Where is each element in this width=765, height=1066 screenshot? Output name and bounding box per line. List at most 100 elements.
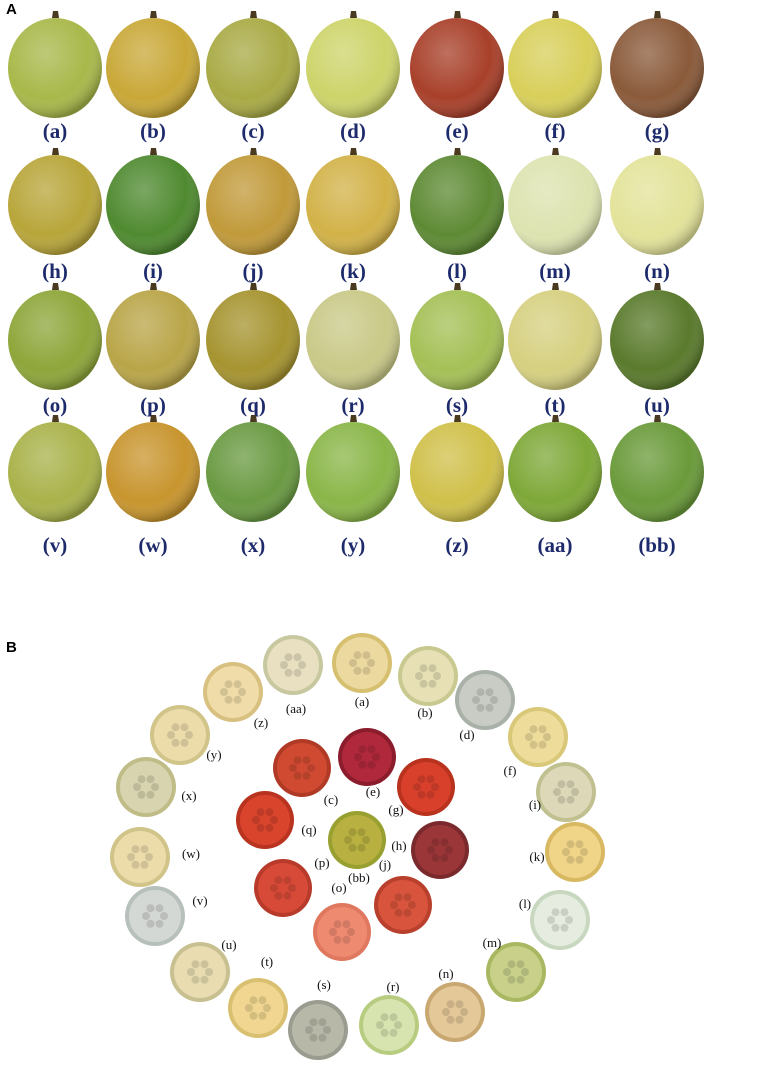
fruit-stem	[654, 415, 661, 422]
slice-label: (k)	[529, 849, 544, 864]
slice-seed	[131, 860, 140, 869]
fruit-shade	[206, 422, 300, 522]
slice-seed	[357, 828, 366, 837]
slice-flesh	[336, 637, 388, 689]
slice-seed	[551, 923, 560, 932]
fruit-label: (d)	[340, 119, 366, 143]
slice-label: (o)	[331, 880, 346, 895]
slice-seed	[238, 688, 246, 696]
slice-seed	[376, 1021, 384, 1029]
slice-seed	[476, 688, 485, 697]
slice-seed	[200, 975, 209, 984]
fruit-shade	[306, 422, 400, 522]
slice-seed	[137, 790, 146, 799]
fruit-label: (aa)	[538, 533, 573, 557]
slice	[150, 705, 210, 765]
fruit-shade	[508, 18, 602, 118]
slice-label: (y)	[206, 747, 221, 762]
slice-seed	[146, 775, 155, 784]
slice-seed	[417, 790, 426, 799]
fruit-shade	[410, 290, 504, 390]
fruit	[508, 148, 602, 255]
slice-seed	[431, 853, 440, 862]
slice-flesh	[402, 650, 454, 702]
fruit	[106, 148, 200, 255]
slice-seed	[224, 680, 233, 689]
fruit	[410, 11, 504, 118]
slice-seed	[354, 753, 362, 761]
fruit	[508, 415, 602, 522]
slice-seed	[270, 816, 278, 824]
slice-seed	[394, 893, 403, 902]
slice-flesh	[129, 890, 181, 942]
fruit	[8, 148, 102, 255]
slice-seed	[413, 783, 421, 791]
slice-flesh	[120, 761, 172, 813]
fruit-shade	[508, 155, 602, 255]
slice-label: (l)	[519, 896, 531, 911]
fruit-stem	[654, 11, 661, 18]
slice-seed	[151, 783, 159, 791]
slice-label: (w)	[182, 846, 200, 861]
fruit	[206, 148, 300, 255]
fruit-stem	[250, 148, 257, 155]
slice-seed	[529, 740, 538, 749]
fruit-label: (l)	[447, 259, 467, 283]
slice-seed	[224, 695, 233, 704]
slice-seed	[263, 1004, 271, 1012]
slice-seed	[503, 968, 511, 976]
slice-seed	[318, 1033, 327, 1042]
slice-seed	[394, 1021, 402, 1029]
fruit-shade	[610, 422, 704, 522]
slice-label: (p)	[314, 855, 329, 870]
slice-flesh	[540, 766, 592, 818]
slice-seed	[127, 853, 135, 861]
slice	[203, 662, 263, 722]
fruit	[8, 283, 102, 390]
slice-seed	[256, 823, 265, 832]
slice-seed	[389, 1028, 398, 1037]
slice	[530, 890, 590, 950]
fruit-shade	[106, 422, 200, 522]
fruit	[106, 11, 200, 118]
slice	[170, 942, 230, 1002]
slice-flesh	[232, 982, 284, 1034]
slice-seed	[249, 996, 258, 1005]
slice-seed	[571, 788, 579, 796]
slice-seed	[521, 968, 529, 976]
slice-seed	[516, 975, 525, 984]
fruit	[206, 11, 300, 118]
slice-seed	[205, 968, 213, 976]
slice-seed	[131, 845, 140, 854]
slice	[288, 1000, 348, 1060]
slice-seed	[293, 771, 302, 780]
slice-seed	[426, 775, 435, 784]
fruit-stem	[52, 415, 59, 422]
slice-label: (r)	[387, 979, 400, 994]
slice-label: (z)	[254, 715, 268, 730]
slice-seed	[171, 738, 180, 747]
slice-seed	[233, 680, 242, 689]
fruit-shade	[106, 155, 200, 255]
slice-seed	[293, 653, 302, 662]
slice-seed	[329, 928, 337, 936]
slice-flesh	[267, 639, 319, 691]
fruit-stem	[454, 148, 461, 155]
slice-label: (f)	[504, 763, 517, 778]
fruit-label: (z)	[445, 533, 468, 557]
fruit	[610, 148, 704, 255]
slice	[273, 739, 331, 797]
slice-seed	[357, 843, 366, 852]
fruit-stem	[250, 415, 257, 422]
fruit-stem	[350, 148, 357, 155]
slice-flesh	[258, 863, 308, 913]
slice-seed	[145, 853, 153, 861]
slice	[486, 942, 546, 1002]
fruit-stem	[150, 283, 157, 290]
slice-seed	[220, 688, 228, 696]
fruit	[8, 415, 102, 522]
slice-seed	[403, 893, 412, 902]
slice-seed	[146, 790, 155, 799]
fruit-label: (q)	[240, 393, 266, 417]
slice-label: (d)	[459, 727, 474, 742]
